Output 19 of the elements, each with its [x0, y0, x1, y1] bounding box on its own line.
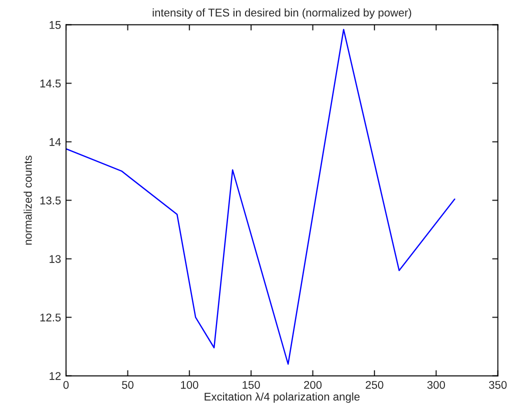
y-tick-label: 13.5: [40, 196, 61, 204]
x-tick-label: 150: [242, 380, 260, 389]
line-series: [66, 28, 456, 365]
x-tick-label: 0: [63, 380, 69, 389]
y-tick-label: 14.5: [40, 80, 61, 88]
y-tick-label: 12: [50, 372, 61, 380]
y-tick-label: 12.5: [40, 314, 61, 322]
y-tick-label: 14: [50, 138, 61, 146]
x-tick-label: 100: [180, 380, 198, 389]
y-tick-label: 15: [50, 21, 61, 29]
x-tick-label: 50: [122, 380, 134, 389]
x-tick-label: 200: [304, 380, 322, 389]
x-axis-title: Excitation λ/4 polarization angle: [204, 392, 360, 403]
x-tick-label: 350: [488, 380, 507, 389]
y-tick-label: 13: [50, 255, 61, 263]
x-tick-label: 300: [427, 380, 445, 389]
x-tick-label: 250: [366, 380, 384, 389]
y-axis-title: normalized counts: [24, 156, 32, 245]
chart-title: intensity of TES in desired bin (normalized by power): [152, 8, 412, 19]
